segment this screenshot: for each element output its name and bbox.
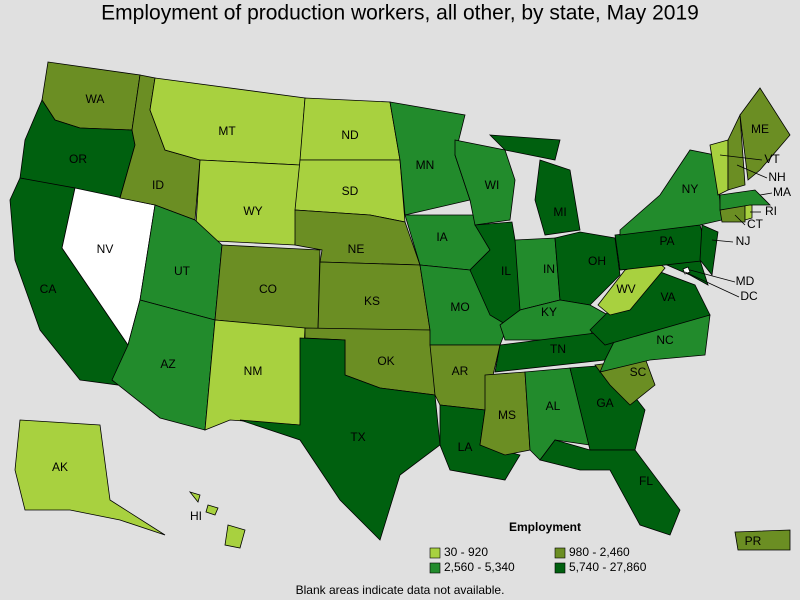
- leader-line: [759, 192, 773, 196]
- leader-line: [736, 164, 768, 179]
- state-label: MN: [416, 158, 435, 172]
- state-label: MD: [736, 274, 755, 288]
- legend-label: 980 - 2,460: [569, 545, 630, 559]
- state-label: NC: [656, 333, 674, 347]
- state-label: NH: [768, 170, 785, 184]
- state-label: TX: [350, 430, 365, 444]
- state-label: AK: [52, 460, 68, 474]
- state-label: WI: [485, 178, 500, 192]
- state: [719, 189, 771, 211]
- legend-label: 30 - 920: [444, 545, 488, 559]
- state-label: AL: [546, 399, 561, 413]
- state: [727, 113, 746, 191]
- state: [224, 524, 246, 549]
- state-label: VA: [660, 290, 675, 304]
- legend-swatch: [429, 547, 441, 559]
- state: [188, 491, 201, 503]
- state-label: IA: [436, 230, 447, 244]
- state-label: ND: [341, 128, 359, 142]
- state-label: PA: [659, 234, 674, 248]
- legend-swatch: [554, 562, 566, 574]
- state-label: MA: [773, 185, 791, 199]
- state: [194, 159, 301, 246]
- states: [9, 61, 791, 551]
- state: [499, 299, 609, 341]
- state-label: SC: [630, 365, 647, 379]
- map-title: Employment of production workers, all ot…: [101, 2, 699, 25]
- legend-swatch: [554, 547, 566, 559]
- legend-title: Employment: [509, 520, 581, 534]
- state-label: NM: [244, 364, 263, 378]
- state: [734, 529, 791, 551]
- state-label: IL: [501, 264, 511, 278]
- state-label: KY: [541, 305, 557, 319]
- state-label: CA: [40, 282, 57, 296]
- state-label: IN: [543, 262, 555, 276]
- legend-swatch: [429, 562, 441, 574]
- state-label: WY: [243, 204, 262, 218]
- leader-line: [684, 271, 740, 298]
- leader-line: [734, 214, 746, 226]
- state-label: GA: [596, 396, 613, 410]
- state: [469, 221, 526, 331]
- state-label: ME: [751, 122, 769, 136]
- legend-label: 2,560 - 5,340: [444, 560, 515, 574]
- state: [205, 504, 219, 516]
- state-label: NJ: [736, 234, 751, 248]
- leader-line: [689, 269, 736, 283]
- state-label: AR: [452, 364, 469, 378]
- state-label: WA: [86, 92, 105, 106]
- state: [239, 337, 441, 541]
- state: [14, 419, 166, 536]
- state-label: HI: [190, 509, 202, 523]
- state-label: NV: [97, 242, 114, 256]
- state: [488, 134, 561, 161]
- state-label: OK: [377, 354, 394, 368]
- state-label: MT: [218, 124, 236, 138]
- state-label: NY: [682, 182, 699, 196]
- state-label: WV: [616, 282, 635, 296]
- state-label: OH: [588, 254, 606, 268]
- state-label: PR: [745, 534, 762, 548]
- state-label: TN: [550, 342, 566, 356]
- state: [534, 159, 581, 236]
- state-label: NE: [348, 242, 365, 256]
- state: [454, 139, 516, 226]
- state: [682, 266, 691, 275]
- state-label: MI: [553, 205, 566, 219]
- state-label: SD: [342, 184, 359, 198]
- state-label: MO: [450, 300, 469, 314]
- state-label: UT: [174, 264, 191, 278]
- labels: WA OR CA NV ID MT WY UT AZ CO NM ND SD NE KS OK TX MN IA MO…: [40, 92, 791, 548]
- legend-label: 5,740 - 27,860: [569, 560, 647, 574]
- state-label: CO: [259, 282, 277, 296]
- state: [539, 439, 681, 536]
- state-label: FL: [639, 474, 653, 488]
- legend: 30 - 920 980 - 2,460 2,560 - 5,340 5,740 - …: [429, 545, 647, 574]
- state-label: MS: [498, 408, 516, 422]
- leader-line: [719, 154, 763, 161]
- state-label: RI: [765, 204, 777, 218]
- state-label: ID: [152, 178, 164, 192]
- state-label: KS: [364, 294, 380, 308]
- state: [597, 259, 666, 316]
- state-label: VT: [764, 152, 780, 166]
- state-label: AZ: [160, 357, 175, 371]
- state-label: OR: [69, 152, 87, 166]
- leader-line: [711, 239, 734, 243]
- state: [699, 224, 719, 276]
- state-label: LA: [458, 440, 473, 454]
- note: Blank areas indicate data not available.: [296, 583, 505, 597]
- state-label: DC: [740, 289, 758, 303]
- state-label: CT: [747, 217, 764, 231]
